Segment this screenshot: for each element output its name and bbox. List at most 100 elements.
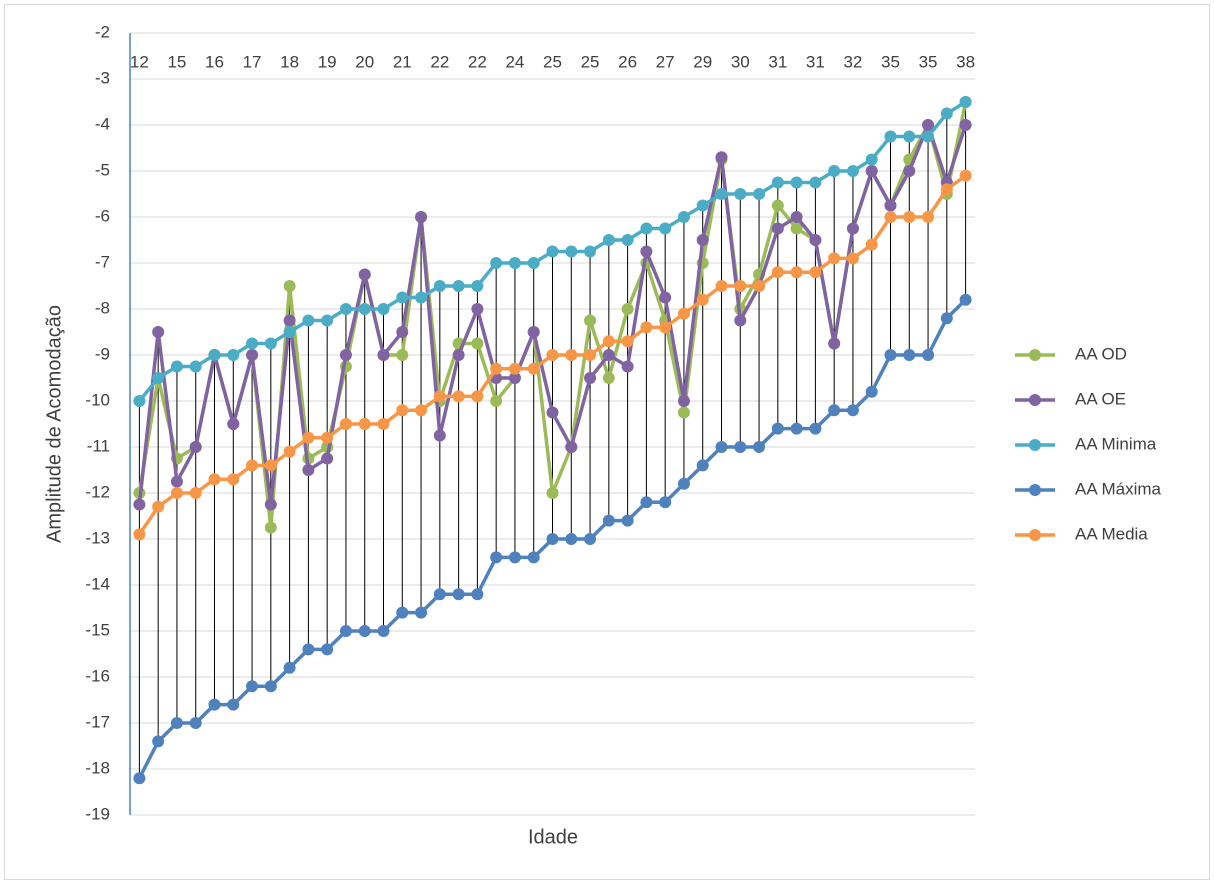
data-point	[584, 349, 597, 361]
x-tick-label: 26	[618, 52, 637, 71]
data-point	[433, 588, 446, 601]
data-point	[903, 349, 916, 361]
data-point	[771, 422, 784, 435]
data-point	[565, 533, 578, 545]
x-tick-label: 18	[280, 52, 299, 71]
data-point	[771, 266, 784, 279]
y-axis-title: Amplitude de Acomodação	[43, 305, 65, 543]
data-point	[358, 418, 371, 430]
data-point	[321, 431, 334, 444]
data-point	[339, 349, 352, 361]
data-point	[302, 431, 315, 444]
data-point	[452, 280, 465, 292]
data-point	[677, 406, 690, 419]
data-point	[471, 390, 484, 403]
data-point	[621, 234, 634, 246]
data-point	[152, 326, 165, 338]
data-point	[790, 266, 803, 279]
data-point	[283, 326, 296, 338]
data-point	[828, 404, 841, 417]
data-point	[677, 211, 690, 223]
data-point	[208, 349, 221, 361]
data-point	[415, 606, 428, 619]
data-point	[809, 422, 822, 435]
data-point	[809, 266, 822, 279]
y-tick-label: -14	[85, 574, 110, 593]
data-point	[452, 390, 465, 403]
x-tick-label: 27	[656, 52, 675, 71]
data-point	[133, 528, 146, 541]
series	[133, 293, 972, 785]
x-tick-label: 12	[130, 52, 149, 71]
data-point	[508, 551, 521, 564]
data-point	[264, 521, 277, 534]
data-point	[828, 337, 841, 350]
x-tick-label: 32	[843, 52, 862, 71]
data-point	[846, 404, 859, 417]
chart-border	[4, 4, 1210, 880]
data-point	[640, 321, 653, 334]
data-point	[659, 321, 672, 334]
data-point	[959, 169, 972, 182]
data-point	[189, 717, 202, 729]
data-point	[715, 188, 728, 200]
data-point	[527, 257, 540, 269]
data-point	[828, 252, 841, 265]
legend-label: AA Media	[1075, 524, 1148, 543]
data-point	[152, 500, 165, 513]
data-point	[415, 211, 428, 223]
data-point	[734, 314, 747, 327]
data-point	[734, 441, 747, 453]
data-point	[189, 487, 202, 499]
data-point	[339, 418, 352, 430]
data-point	[790, 222, 803, 235]
data-point	[846, 165, 859, 177]
data-point	[865, 385, 878, 398]
data-point	[133, 772, 146, 785]
data-point	[508, 362, 521, 375]
data-point	[621, 303, 634, 315]
data-point	[246, 680, 259, 693]
data-point	[358, 303, 371, 315]
x-tick-label: 35	[881, 52, 900, 71]
data-point	[584, 314, 597, 327]
x-tick-label: 30	[731, 52, 750, 71]
data-point	[640, 222, 653, 235]
legend-label: AA Máxima	[1075, 479, 1162, 498]
data-point	[377, 418, 390, 430]
series	[133, 96, 972, 407]
data-point	[546, 245, 559, 258]
y-tick-label: -18	[85, 758, 110, 777]
data-point	[884, 211, 897, 223]
legend-label: AA OD	[1075, 344, 1127, 363]
data-point	[527, 551, 540, 564]
data-point	[377, 349, 390, 361]
x-tick-label: 16	[205, 52, 224, 71]
data-point	[584, 245, 597, 258]
data-point	[490, 551, 503, 564]
data-point	[452, 349, 465, 361]
data-point	[602, 349, 615, 361]
data-point	[283, 445, 296, 458]
y-tick-label: -13	[85, 528, 110, 547]
legend-marker	[1029, 529, 1041, 541]
data-point	[133, 395, 146, 407]
data-point	[152, 372, 165, 384]
data-point	[527, 362, 540, 375]
data-point	[602, 335, 615, 348]
data-point	[246, 459, 259, 472]
data-point	[302, 464, 315, 476]
data-point	[903, 211, 916, 223]
data-point	[302, 643, 315, 656]
data-point	[715, 441, 728, 453]
x-tick-label: 17	[243, 52, 262, 71]
data-point	[358, 625, 371, 637]
data-point	[753, 280, 766, 292]
series	[133, 169, 972, 541]
data-point	[208, 698, 221, 711]
data-point	[621, 360, 634, 373]
data-point	[659, 291, 672, 304]
data-point	[922, 349, 935, 361]
data-point	[246, 337, 259, 350]
